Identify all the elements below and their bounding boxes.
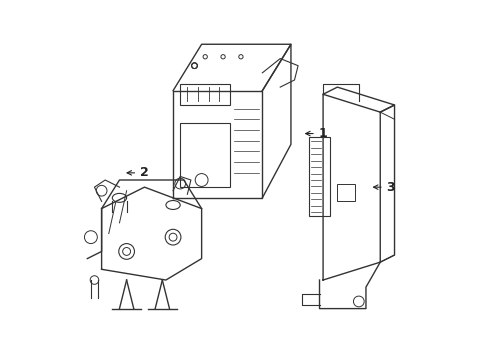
Bar	[308, 137, 329, 216]
Bar	[337, 184, 354, 202]
Bar	[180, 84, 230, 105]
Text: 1: 1	[305, 127, 327, 140]
Text: 2: 2	[127, 166, 148, 179]
Text: 3: 3	[373, 181, 394, 194]
Bar	[180, 123, 230, 187]
